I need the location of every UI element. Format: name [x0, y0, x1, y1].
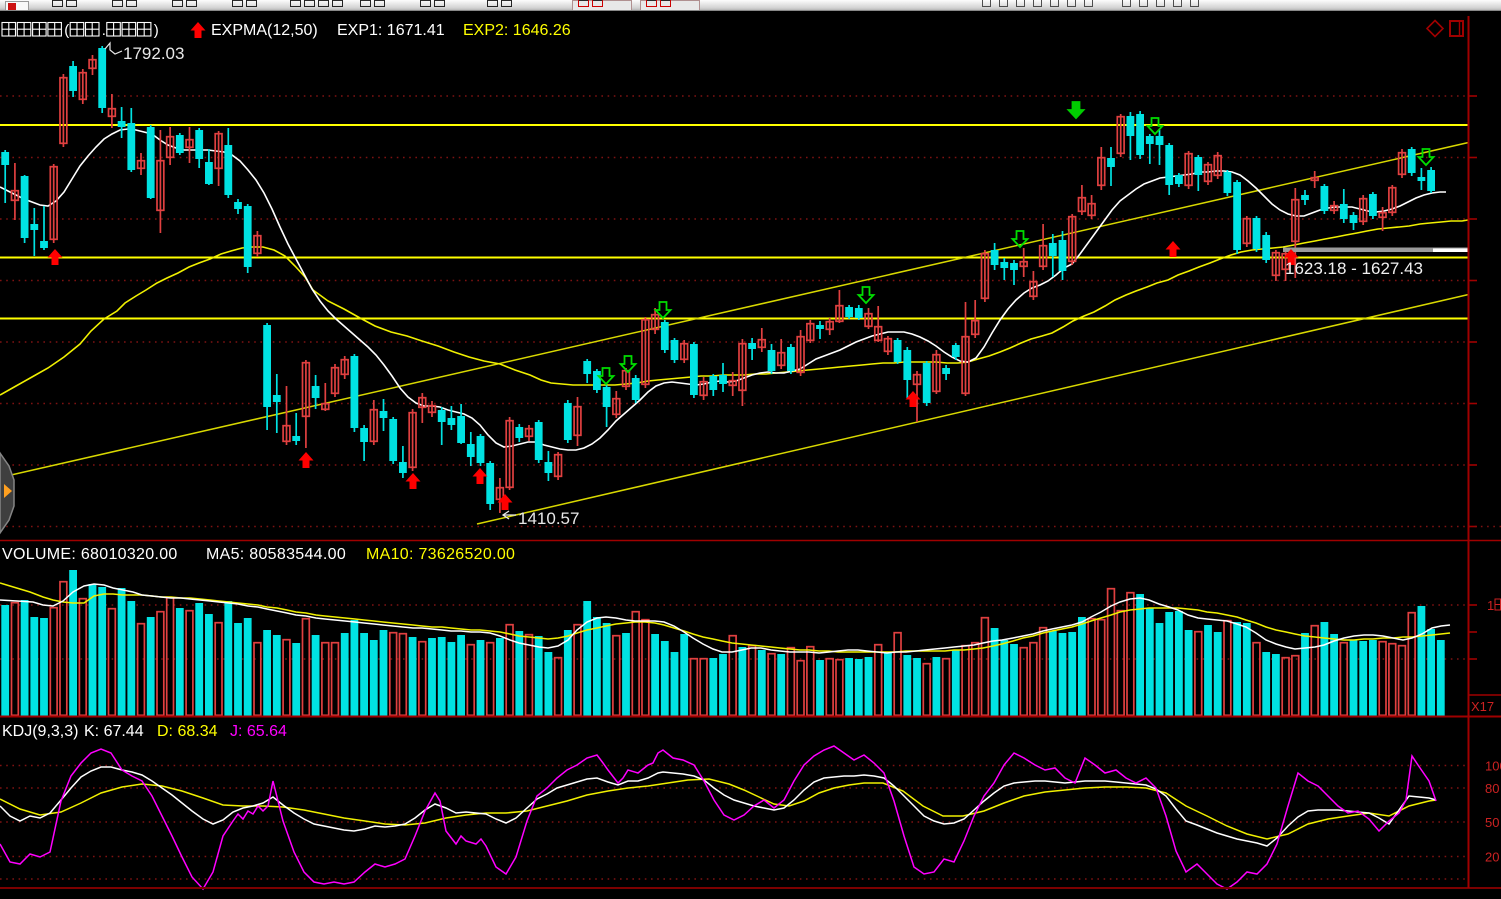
svg-text:1: 1	[1487, 598, 1494, 613]
svg-text:K: 67.44: K: 67.44	[84, 723, 144, 740]
svg-text:KDJ(9,3,3): KDJ(9,3,3)	[2, 723, 78, 740]
svg-text:J: 65.64: J: 65.64	[230, 723, 287, 740]
svg-text:100: 100	[1485, 759, 1501, 774]
svg-text:EXPMA(12,50): EXPMA(12,50)	[211, 22, 318, 39]
svg-text:EXP1: 1671.41: EXP1: 1671.41	[337, 22, 445, 39]
svg-text:X17: X17	[1471, 699, 1494, 714]
svg-text:): )	[154, 22, 159, 39]
svg-text:20: 20	[1485, 850, 1499, 865]
svg-text:MA5: 80583544.00: MA5: 80583544.00	[206, 546, 346, 563]
svg-text:1792.03: 1792.03	[123, 44, 184, 63]
svg-text:1623.18 - 1627.43: 1623.18 - 1627.43	[1285, 259, 1423, 278]
svg-text:1410.57: 1410.57	[518, 509, 579, 528]
svg-text:VOLUME: 68010320.00: VOLUME: 68010320.00	[2, 546, 178, 563]
svg-text:.: .	[102, 22, 106, 39]
svg-text:50: 50	[1485, 815, 1499, 830]
svg-text:D: 68.34: D: 68.34	[157, 723, 218, 740]
svg-text:(: (	[64, 22, 69, 39]
svg-text:EXP2: 1646.26: EXP2: 1646.26	[463, 22, 571, 39]
svg-text:MA10: 73626520.00: MA10: 73626520.00	[366, 546, 515, 563]
svg-text:80: 80	[1485, 781, 1499, 796]
